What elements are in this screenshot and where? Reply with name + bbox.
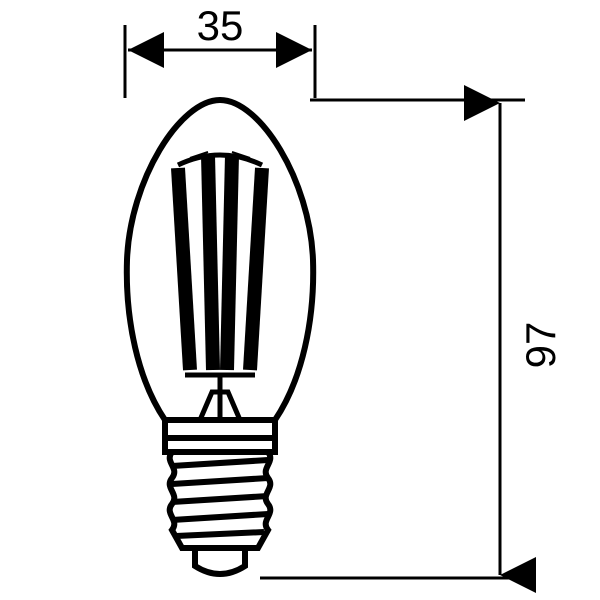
screw-base [165, 438, 275, 574]
filaments [178, 155, 262, 370]
height-dimension-label: 97 [517, 322, 564, 369]
bulb-technical-drawing: 35 97 [0, 0, 600, 600]
width-dimension-label: 35 [197, 2, 244, 49]
